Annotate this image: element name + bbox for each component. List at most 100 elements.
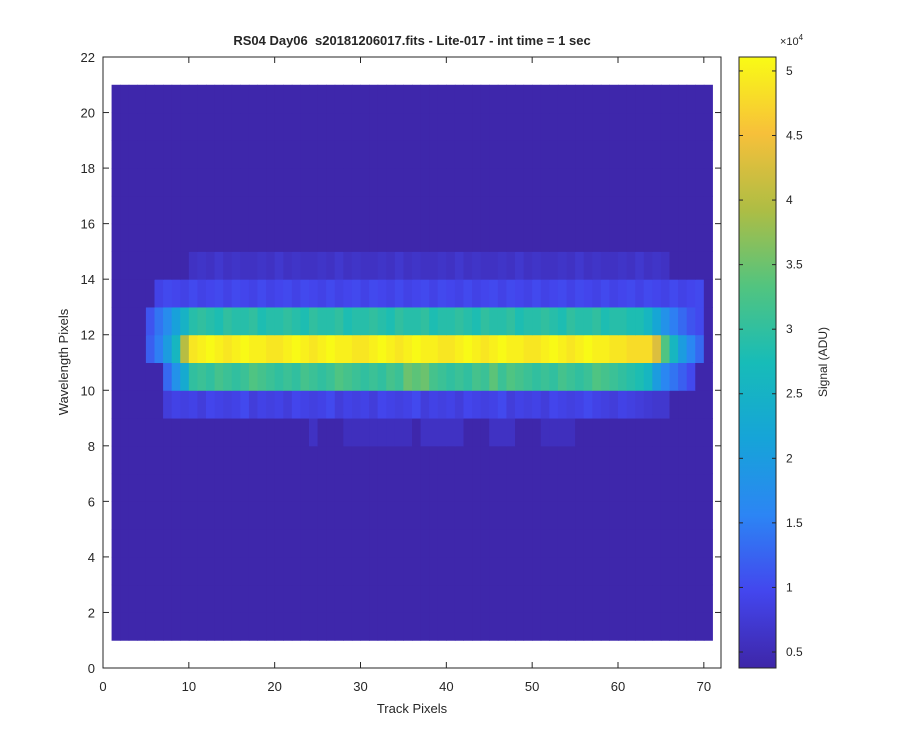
heatmap-cell bbox=[652, 418, 662, 447]
heatmap-cell bbox=[703, 473, 713, 502]
heatmap-cell bbox=[660, 556, 670, 586]
heatmap-cell bbox=[248, 362, 258, 391]
heatmap-cell bbox=[317, 529, 327, 558]
heatmap-cell bbox=[154, 362, 164, 391]
heatmap-cell bbox=[540, 84, 550, 114]
heatmap-cell bbox=[678, 168, 688, 197]
heatmap-cell bbox=[163, 390, 173, 419]
heatmap-cell bbox=[686, 334, 696, 363]
heatmap-cell bbox=[557, 223, 567, 252]
heatmap-cell bbox=[369, 112, 379, 141]
heatmap-cell bbox=[266, 529, 276, 558]
heatmap-cell bbox=[180, 306, 190, 336]
heatmap-cell bbox=[678, 112, 688, 141]
y-tick-label: 18 bbox=[81, 161, 95, 176]
heatmap-cell bbox=[360, 529, 370, 558]
heatmap-cell bbox=[566, 418, 576, 447]
heatmap-cell bbox=[154, 473, 164, 502]
heatmap-cell bbox=[549, 140, 559, 169]
heatmap-cell bbox=[369, 168, 379, 197]
heatmap-cell bbox=[274, 334, 284, 363]
heatmap-cell bbox=[497, 501, 507, 530]
heatmap-cell bbox=[437, 251, 447, 280]
heatmap-cell bbox=[583, 445, 593, 475]
heatmap-cell bbox=[532, 223, 542, 252]
heatmap-cell bbox=[618, 501, 628, 530]
heatmap-cell bbox=[231, 140, 241, 169]
heatmap-cell bbox=[429, 306, 439, 336]
heatmap-cell bbox=[669, 195, 679, 225]
heatmap-cell bbox=[549, 445, 559, 475]
heatmap-cell bbox=[446, 140, 456, 169]
heatmap-cell bbox=[506, 140, 516, 169]
heatmap-cell bbox=[695, 334, 705, 363]
heatmap-cell bbox=[188, 445, 198, 475]
heatmap-cell bbox=[120, 84, 130, 114]
heatmap-cell bbox=[609, 501, 619, 530]
heatmap-cell bbox=[429, 362, 439, 391]
heatmap-cell bbox=[540, 168, 550, 197]
heatmap-cell bbox=[429, 279, 439, 308]
heatmap-cell bbox=[291, 140, 301, 169]
heatmap-cell bbox=[231, 306, 241, 336]
heatmap-cell bbox=[266, 584, 276, 613]
heatmap-cell bbox=[248, 168, 258, 197]
heatmap-cell bbox=[377, 584, 387, 613]
heatmap-cell bbox=[489, 195, 499, 225]
heatmap-cell bbox=[163, 334, 173, 363]
heatmap-cell bbox=[652, 279, 662, 308]
heatmap-cell bbox=[386, 251, 396, 280]
heatmap-cell bbox=[351, 501, 361, 530]
heatmap-cell bbox=[128, 195, 138, 225]
heatmap-cell bbox=[154, 529, 164, 558]
heatmap-cell bbox=[351, 251, 361, 280]
heatmap-cell bbox=[300, 306, 310, 336]
heatmap-cell bbox=[506, 501, 516, 530]
heatmap-cell bbox=[618, 473, 628, 502]
heatmap-cell bbox=[154, 334, 164, 363]
heatmap-cell bbox=[309, 418, 319, 447]
heatmap-cell bbox=[180, 390, 190, 419]
heatmap-cell bbox=[497, 84, 507, 114]
heatmap-cell bbox=[566, 251, 576, 280]
heatmap-cell bbox=[566, 612, 576, 641]
heatmap-cell bbox=[506, 445, 516, 475]
heatmap-cell bbox=[489, 362, 499, 391]
heatmap-cell bbox=[575, 223, 585, 252]
heatmap-cell bbox=[240, 112, 250, 141]
heatmap-cell bbox=[163, 584, 173, 613]
heatmap-cell bbox=[532, 556, 542, 586]
heatmap-cell bbox=[214, 168, 224, 197]
heatmap-cell bbox=[557, 84, 567, 114]
heatmap-cell bbox=[583, 418, 593, 447]
heatmap-cell bbox=[403, 168, 413, 197]
heatmap-cell bbox=[283, 251, 293, 280]
heatmap-cell bbox=[154, 84, 164, 114]
heatmap-cell bbox=[377, 84, 387, 114]
heatmap-cell bbox=[626, 473, 636, 502]
heatmap-cell bbox=[446, 362, 456, 391]
heatmap-cell bbox=[703, 584, 713, 613]
heatmap-cell bbox=[394, 390, 404, 419]
heatmap-cell bbox=[695, 140, 705, 169]
heatmap-cell bbox=[369, 418, 379, 447]
heatmap-cell bbox=[463, 140, 473, 169]
y-tick-label: 4 bbox=[88, 550, 95, 565]
heatmap-cell bbox=[549, 112, 559, 141]
heatmap-cell bbox=[532, 168, 542, 197]
heatmap-cell bbox=[686, 390, 696, 419]
heatmap-cell bbox=[626, 418, 636, 447]
axes-box bbox=[102, 56, 722, 669]
heatmap-cell bbox=[257, 556, 267, 586]
heatmap-cell bbox=[643, 84, 653, 114]
heatmap-cell bbox=[360, 445, 370, 475]
heatmap-cell bbox=[214, 501, 224, 530]
heatmap-cell bbox=[145, 362, 155, 391]
heatmap-cell bbox=[635, 223, 645, 252]
heatmap-cell bbox=[197, 473, 207, 502]
heatmap-cell bbox=[660, 445, 670, 475]
heatmap-cell bbox=[386, 612, 396, 641]
heatmap-cell bbox=[446, 334, 456, 363]
heatmap-cell bbox=[575, 334, 585, 363]
heatmap-cell bbox=[309, 612, 319, 641]
